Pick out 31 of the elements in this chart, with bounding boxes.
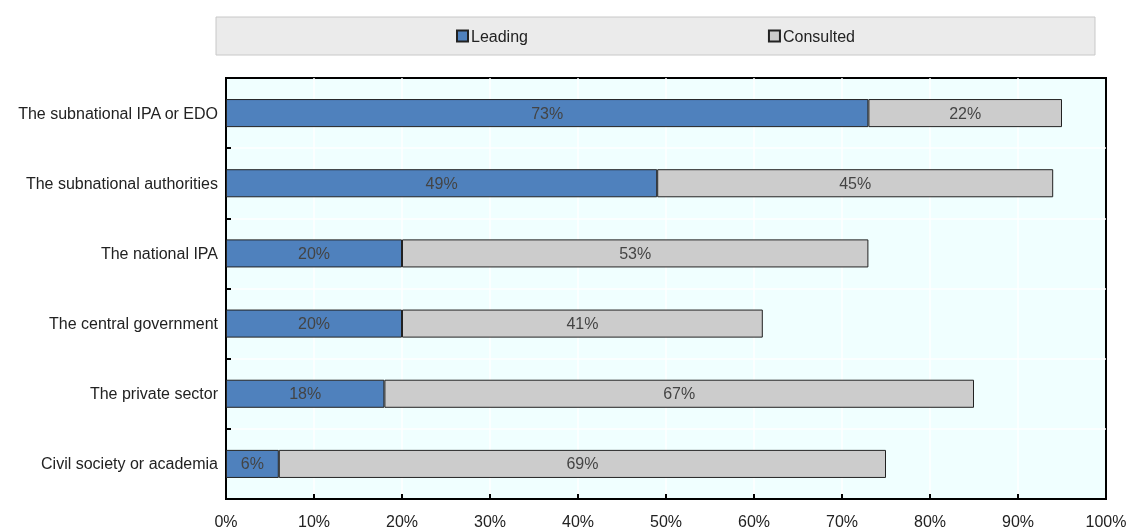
- x-tick-label: 40%: [561, 512, 595, 530]
- data-label: 18%: [289, 385, 322, 403]
- x-tick-label: 80%: [913, 512, 947, 530]
- x-tick-label: 70%: [825, 512, 859, 530]
- data-label: 20%: [297, 315, 331, 333]
- x-tick-label: 0%: [214, 512, 238, 530]
- x-tick-label: 10%: [297, 512, 331, 530]
- y-tick-label: The central government: [49, 315, 219, 333]
- y-tick-label: Civil society or academia: [41, 455, 219, 473]
- data-label: 67%: [663, 385, 696, 403]
- data-label: 45%: [839, 174, 872, 192]
- x-tick-label: 90%: [1001, 512, 1035, 530]
- y-tick-label: The national IPA: [100, 244, 219, 262]
- data-label: 22%: [949, 104, 982, 122]
- data-label: 73%: [531, 104, 564, 122]
- data-label: 41%: [566, 315, 599, 333]
- x-tick-label: 50%: [649, 512, 683, 530]
- legend-label: Consulted: [782, 27, 855, 45]
- x-tick-label: 30%: [473, 512, 507, 530]
- data-label: 69%: [566, 455, 599, 473]
- y-tick-label: The subnational IPA or EDO: [18, 104, 218, 122]
- y-tick-label: The private sector: [89, 385, 219, 403]
- x-tick-label: 20%: [385, 512, 419, 530]
- y-tick-label: The subnational authorities: [25, 174, 218, 192]
- x-tick-label: 100%: [1085, 512, 1127, 530]
- data-label: 53%: [619, 244, 652, 262]
- legend-label: Leading: [471, 27, 528, 45]
- data-label: 49%: [425, 174, 458, 192]
- x-tick-label: 60%: [737, 512, 771, 530]
- data-label: 6%: [240, 455, 264, 473]
- data-label: 20%: [297, 244, 331, 262]
